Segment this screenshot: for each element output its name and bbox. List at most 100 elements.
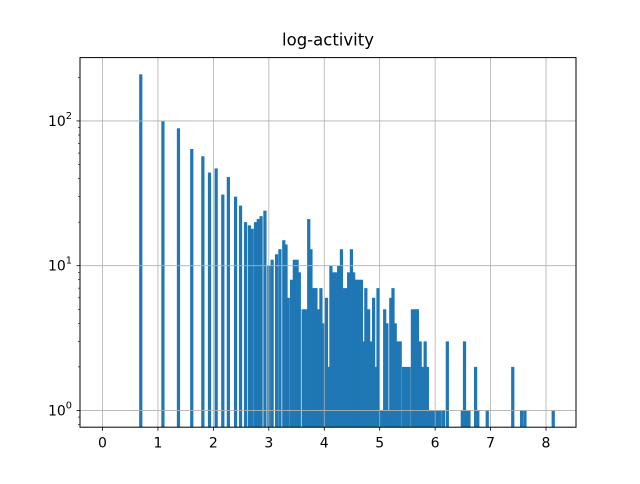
histogram-bar bbox=[401, 366, 406, 428]
histogram-bar bbox=[319, 288, 323, 428]
histogram-bar bbox=[270, 259, 274, 428]
histogram-bar bbox=[301, 309, 305, 428]
histogram-bar bbox=[332, 272, 336, 428]
histogram-bar bbox=[221, 194, 225, 428]
histogram-bar bbox=[278, 249, 282, 428]
x-tick-label: 4 bbox=[320, 436, 329, 452]
histogram-bar bbox=[284, 244, 288, 428]
histogram-bar bbox=[233, 196, 238, 428]
histogram-bar bbox=[243, 222, 248, 428]
histogram-bar bbox=[393, 323, 397, 428]
bars-layer bbox=[139, 74, 555, 428]
histogram-bar bbox=[282, 240, 286, 428]
histogram-bar bbox=[263, 210, 267, 428]
histogram-bar bbox=[438, 410, 442, 428]
histogram-bar bbox=[286, 297, 290, 428]
histogram-bar bbox=[214, 168, 218, 428]
histogram-bar bbox=[425, 366, 429, 428]
y-tick-label: 102 bbox=[48, 111, 72, 130]
x-tick-label: 7 bbox=[486, 436, 495, 452]
x-tick-label: 1 bbox=[153, 436, 162, 452]
histogram-bar bbox=[329, 265, 333, 428]
histogram-bar bbox=[404, 366, 408, 428]
histogram-bar bbox=[410, 309, 415, 428]
histogram-bar bbox=[432, 410, 437, 428]
histogram-bar bbox=[238, 205, 243, 428]
x-tick-label: 5 bbox=[375, 436, 384, 452]
histogram-bar bbox=[428, 410, 432, 428]
histogram-bar bbox=[307, 219, 311, 428]
histogram-bar bbox=[367, 309, 371, 428]
histogram-bar bbox=[274, 254, 279, 428]
histogram-bar bbox=[523, 410, 527, 428]
histogram-bar bbox=[139, 74, 143, 428]
histogram-bar bbox=[398, 341, 402, 428]
histogram-bar bbox=[462, 341, 467, 428]
histogram-bar bbox=[256, 219, 260, 428]
histogram-bar bbox=[395, 341, 400, 428]
histogram-bar bbox=[369, 341, 373, 428]
histogram-bar bbox=[476, 410, 480, 428]
histogram-bar bbox=[317, 309, 321, 428]
chart-title: log-activity bbox=[282, 31, 374, 50]
histogram-bar bbox=[407, 366, 411, 428]
x-tick-label: 0 bbox=[98, 436, 107, 452]
histogram-bar bbox=[460, 410, 464, 428]
x-tick-label: 6 bbox=[431, 436, 440, 452]
histogram-bar bbox=[387, 410, 391, 428]
histogram-bar bbox=[362, 341, 366, 428]
x-tick-label: 8 bbox=[542, 436, 551, 452]
histogram-bar bbox=[347, 272, 351, 428]
histogram-bar bbox=[445, 341, 449, 428]
histogram-bar bbox=[371, 297, 376, 428]
histogram-bar bbox=[430, 410, 434, 428]
histogram-bar bbox=[176, 128, 181, 428]
histogram-bar bbox=[385, 323, 389, 428]
histogram-bar bbox=[314, 288, 318, 428]
histogram-bar bbox=[312, 288, 316, 428]
histogram-bar bbox=[473, 366, 478, 428]
histogram-bar bbox=[295, 259, 299, 428]
histogram-bar bbox=[376, 288, 380, 428]
histogram-bar bbox=[207, 172, 212, 428]
histogram-bar bbox=[380, 410, 385, 428]
histogram-bar bbox=[349, 249, 354, 428]
histogram-bar bbox=[292, 259, 296, 428]
histogram-bar bbox=[322, 323, 326, 428]
histogram-bar bbox=[383, 309, 387, 428]
histogram-bar bbox=[339, 249, 344, 428]
x-tick-label: 2 bbox=[209, 436, 218, 452]
histogram-bar bbox=[467, 410, 471, 428]
histogram-bar bbox=[226, 177, 230, 428]
histogram-bar bbox=[324, 297, 329, 428]
histogram-bar bbox=[389, 297, 393, 428]
histogram-bar bbox=[344, 288, 349, 428]
y-tick-label: 100 bbox=[48, 400, 72, 419]
histogram-bar bbox=[334, 272, 338, 428]
histogram-bar bbox=[327, 366, 331, 428]
x-tick-label: 3 bbox=[264, 436, 273, 452]
histogram-bar bbox=[253, 222, 258, 428]
histogram-bar bbox=[190, 149, 194, 428]
histogram-bar bbox=[520, 410, 524, 428]
plot-border bbox=[79, 57, 577, 428]
histogram-bar bbox=[421, 366, 425, 428]
histogram-bar bbox=[511, 366, 515, 428]
histogram-bar bbox=[551, 410, 555, 428]
histogram-bar bbox=[259, 216, 263, 428]
histogram-bar bbox=[201, 156, 205, 428]
histogram-bar bbox=[304, 309, 308, 428]
histogram-bar bbox=[378, 410, 382, 428]
histogram-bar bbox=[247, 225, 252, 428]
grid-layer bbox=[80, 57, 576, 428]
histogram-bar bbox=[364, 288, 368, 428]
histogram-bar bbox=[342, 288, 346, 428]
histogram-bar bbox=[374, 366, 378, 428]
histogram-bar bbox=[435, 410, 439, 428]
histogram-bar bbox=[289, 279, 294, 428]
histogram-bar bbox=[250, 228, 254, 428]
histogram-bar bbox=[337, 265, 341, 428]
histogram-bar bbox=[441, 410, 446, 428]
